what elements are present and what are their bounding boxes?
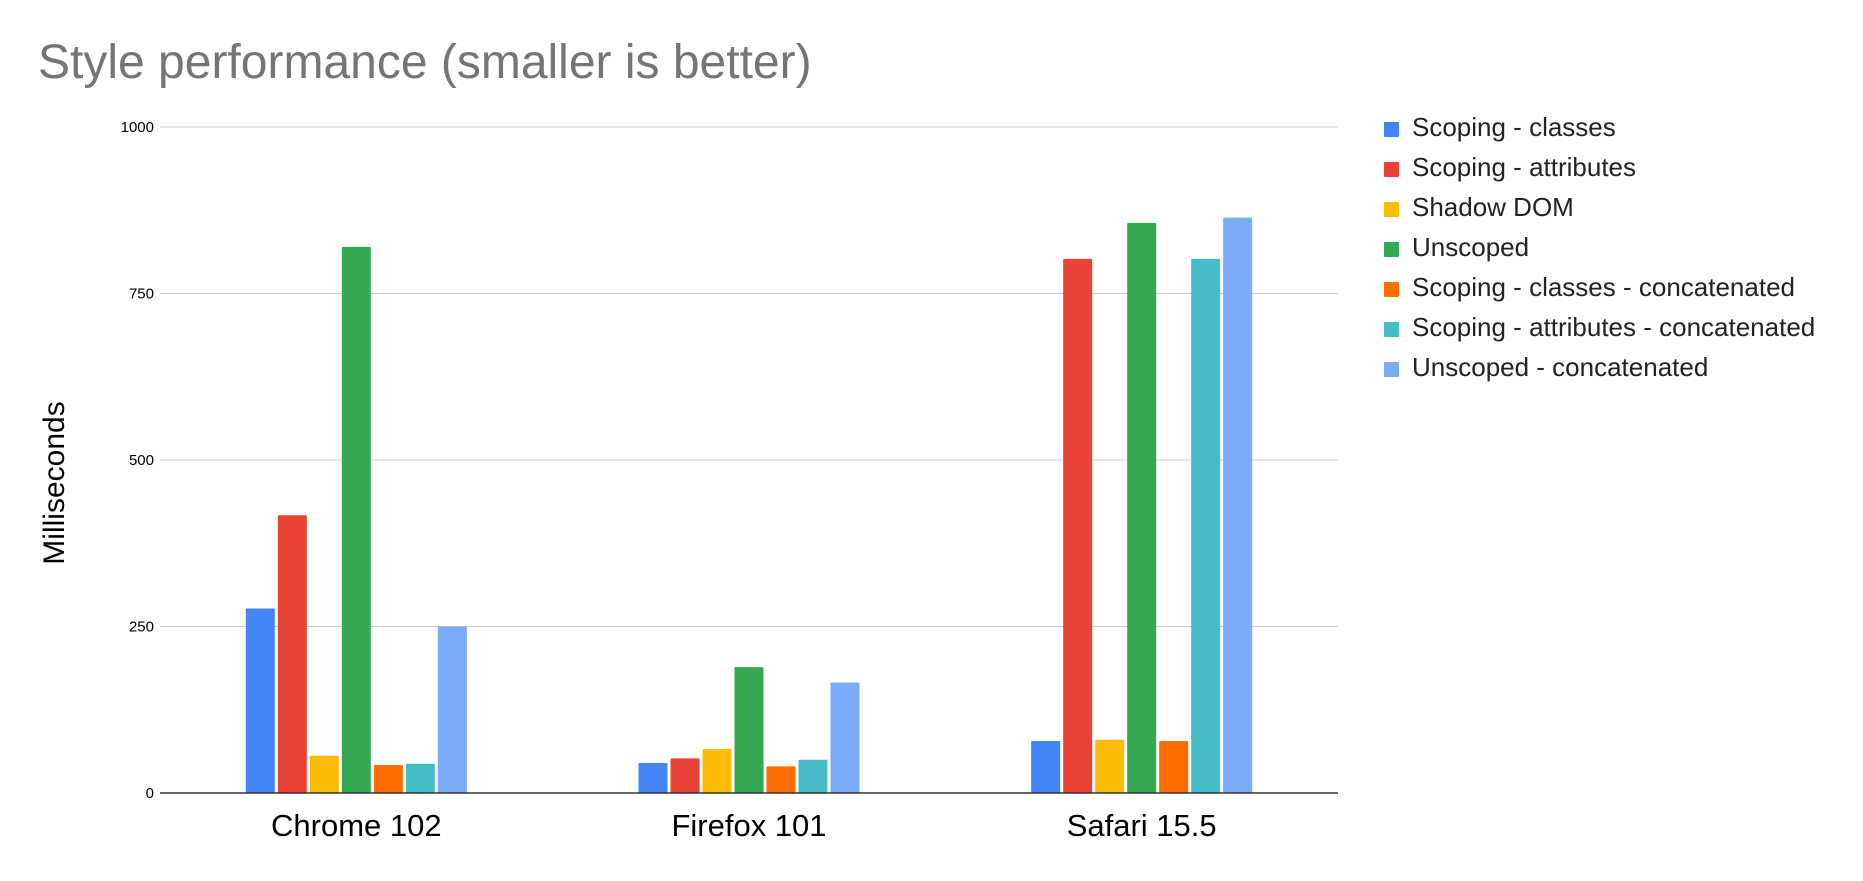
x-tick-label: Safari 15.5: [1067, 808, 1217, 843]
x-axis-ticks: Chrome 102 Firefox 101 Safari 15.5: [271, 808, 1217, 843]
bar: [734, 667, 764, 793]
y-tick-label: 500: [129, 452, 154, 469]
bar: [1031, 741, 1061, 793]
bar: [341, 246, 371, 793]
legend-swatch: [1384, 362, 1399, 377]
bar: [1095, 739, 1125, 793]
bar: [670, 758, 700, 793]
legend-swatch: [1384, 122, 1399, 137]
x-tick-label: Chrome 102: [271, 808, 442, 843]
bar: [1063, 258, 1093, 793]
bar: [798, 759, 828, 793]
chart-title: Style performance (smaller is better): [38, 36, 812, 89]
bar: [309, 755, 339, 793]
legend-label: Scoping - classes: [1412, 112, 1616, 142]
legend-item: Unscoped - concatenated: [1384, 352, 1708, 382]
bar: [405, 763, 435, 793]
y-tick-label: 750: [129, 286, 154, 303]
legend: Scoping - classes Scoping - attributes Sha…: [1384, 112, 1815, 382]
legend-item: Shadow DOM: [1384, 192, 1574, 222]
bar: [437, 626, 467, 793]
y-tick-label: 1000: [121, 119, 154, 136]
legend-item: Scoping - attributes: [1384, 152, 1636, 182]
bar: [245, 608, 275, 793]
bar: [373, 765, 403, 793]
legend-swatch: [1384, 242, 1399, 257]
legend-item: Scoping - attributes - concatenated: [1384, 312, 1815, 342]
y-axis-ticks: 0 250 500 750 1000: [121, 119, 154, 802]
y-tick-label: 0: [146, 785, 154, 802]
legend-item: Scoping - classes - concatenated: [1384, 272, 1795, 302]
bar: [1159, 741, 1189, 793]
bar: [1127, 222, 1157, 794]
legend-label: Unscoped: [1412, 232, 1529, 262]
bar: [1223, 217, 1253, 794]
bar: [766, 766, 796, 793]
bar: [277, 515, 307, 793]
bar: [1191, 258, 1221, 793]
legend-label: Scoping - classes - concatenated: [1412, 272, 1795, 302]
gridlines: [160, 126, 1338, 627]
legend-swatch: [1384, 282, 1399, 297]
bar: [702, 749, 732, 793]
legend-label: Scoping - attributes - concatenated: [1412, 312, 1815, 342]
legend-swatch: [1384, 322, 1399, 337]
y-axis-label: Milliseconds: [38, 401, 71, 564]
legend-label: Scoping - attributes: [1412, 152, 1636, 182]
bar: [830, 682, 860, 793]
legend-label: Shadow DOM: [1412, 192, 1574, 222]
legend-swatch: [1384, 202, 1399, 217]
legend-item: Scoping - classes: [1384, 112, 1616, 142]
bar: [638, 763, 668, 793]
bars: [245, 217, 1253, 794]
y-tick-label: 250: [129, 619, 154, 636]
x-tick-label: Firefox 101: [671, 808, 826, 843]
legend-swatch: [1384, 162, 1399, 177]
legend-item: Unscoped: [1384, 232, 1529, 262]
legend-label: Unscoped - concatenated: [1412, 352, 1708, 382]
